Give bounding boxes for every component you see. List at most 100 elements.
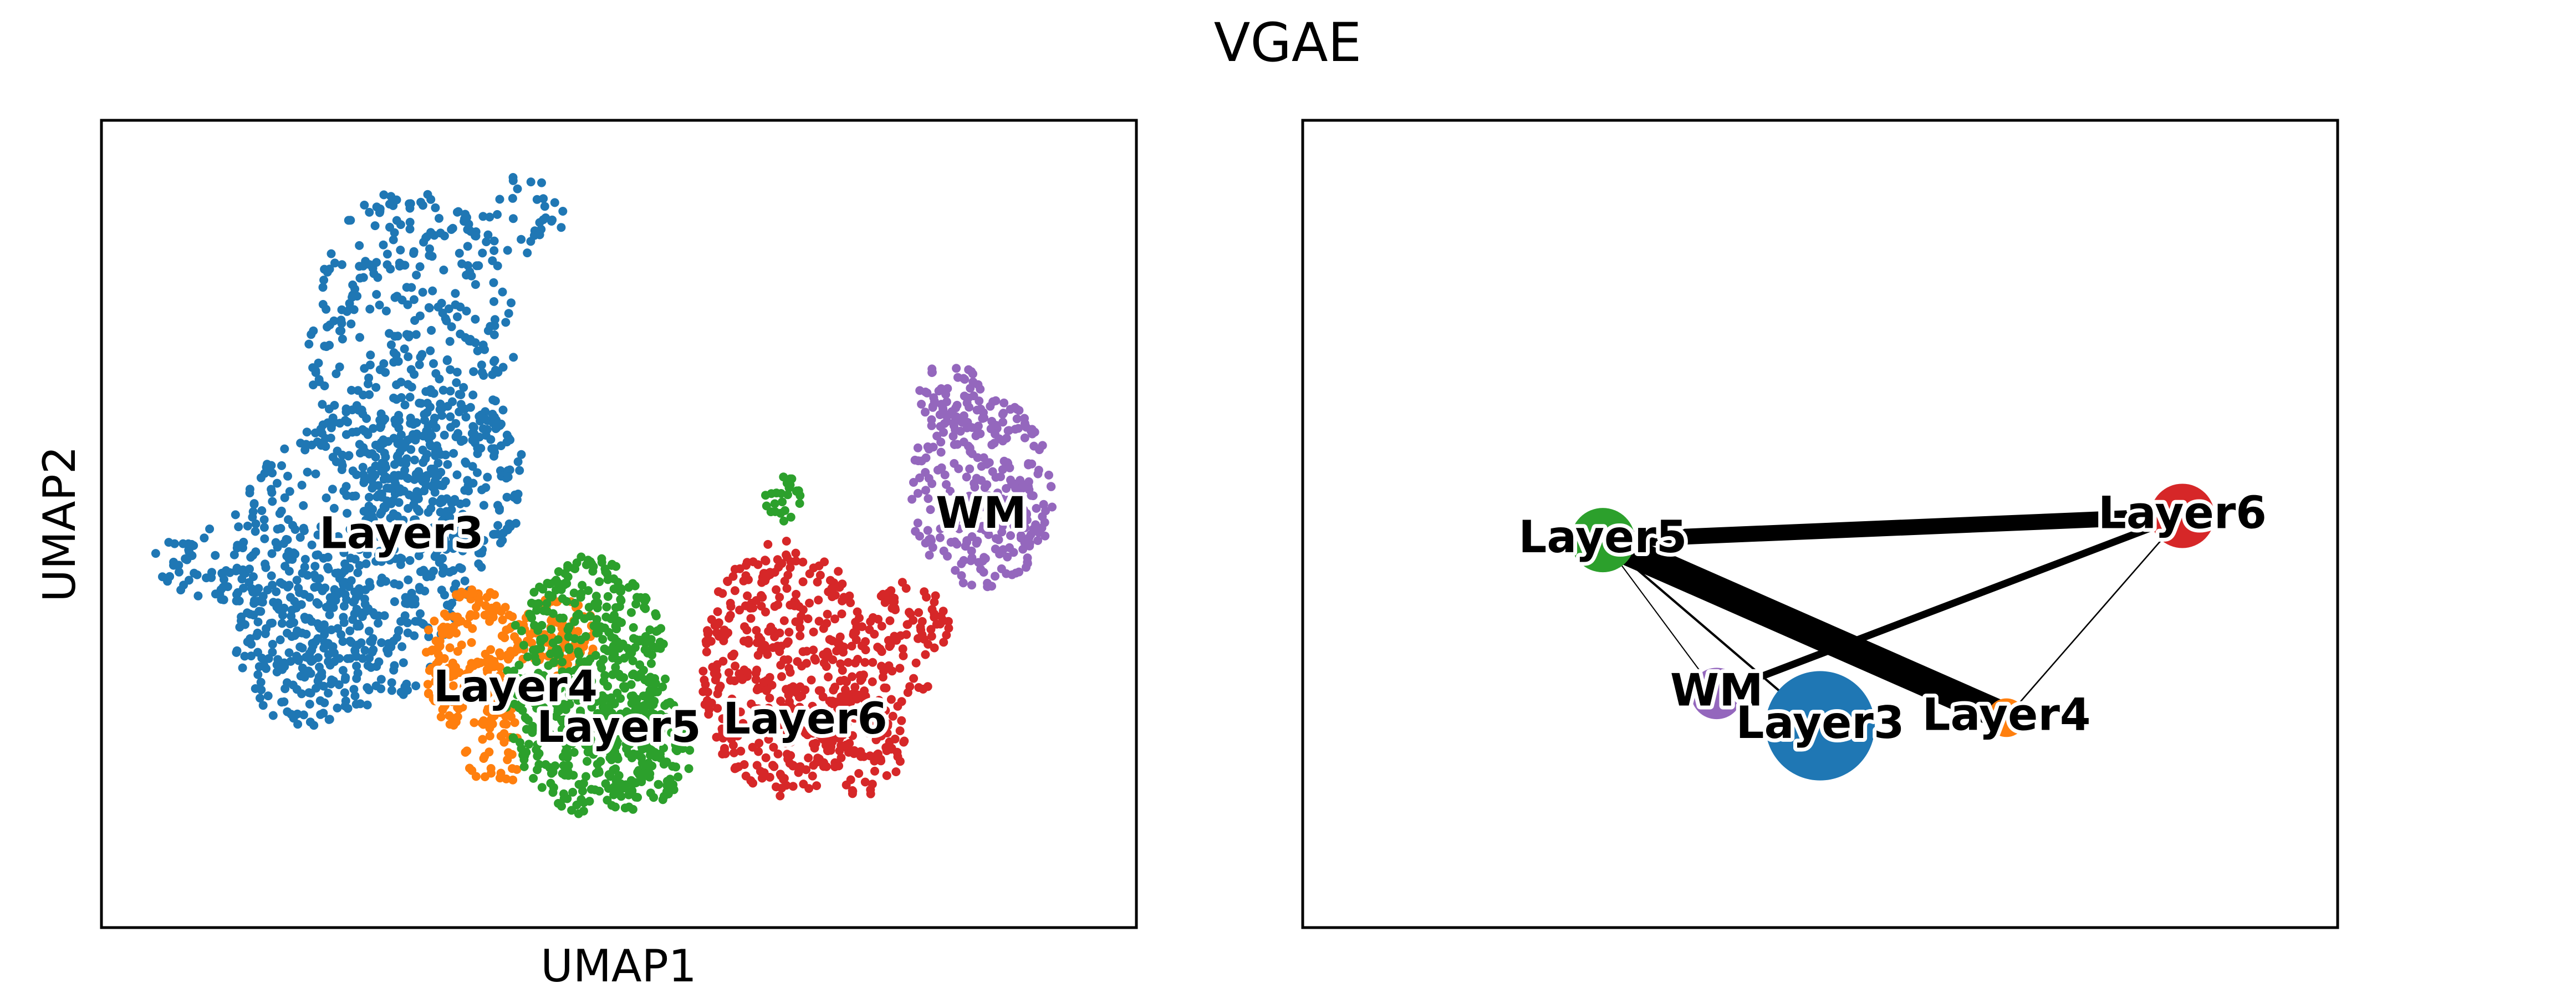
scatter-point <box>372 258 381 267</box>
scatter-point <box>998 465 1007 474</box>
scatter-point <box>279 658 289 668</box>
scatter-point <box>490 590 499 599</box>
scatter-point <box>497 607 506 616</box>
scatter-point <box>389 393 399 403</box>
scatter-point <box>158 572 167 582</box>
scatter-point <box>380 611 389 620</box>
scatter-point <box>718 727 727 737</box>
scatter-point <box>973 453 982 462</box>
scatter-point <box>262 460 272 469</box>
scatter-point <box>583 747 593 757</box>
scatter-point <box>181 554 190 563</box>
scatter-point <box>659 760 669 769</box>
scatter-point <box>478 735 487 744</box>
scatter-point <box>429 537 438 547</box>
scatter-point <box>967 546 976 556</box>
scatter-point <box>988 467 997 476</box>
scatter-point <box>355 333 364 342</box>
scatter-point <box>489 236 499 246</box>
scatter-point <box>784 628 794 637</box>
scatter-point <box>403 685 412 695</box>
scatter-point <box>300 673 309 682</box>
scatter-point <box>247 651 256 661</box>
scatter-point <box>723 707 733 716</box>
scatter-point <box>803 707 812 716</box>
scatter-point <box>924 473 934 483</box>
scatter-point <box>931 591 940 600</box>
scatter-point <box>763 539 773 549</box>
scatter-point <box>795 499 804 508</box>
scatter-point <box>613 739 622 748</box>
scatter-point <box>329 316 339 325</box>
scatter-point <box>524 684 534 693</box>
scatter-point <box>581 772 590 781</box>
scatter-point <box>948 431 958 441</box>
scatter-point <box>998 522 1007 531</box>
scatter-point <box>623 729 632 738</box>
scatter-point <box>852 694 861 704</box>
scatter-point <box>951 566 960 575</box>
scatter-point <box>243 608 252 618</box>
scatter-point <box>927 632 936 641</box>
scatter-point <box>205 525 215 533</box>
scatter-point <box>392 195 401 205</box>
scatter-point <box>861 691 870 701</box>
scatter-point <box>661 674 670 684</box>
scatter-point <box>646 635 656 644</box>
scatter-point <box>860 658 870 667</box>
scatter-point <box>810 654 819 663</box>
scatter-point <box>885 616 895 625</box>
scatter-point <box>988 397 998 406</box>
scatter-point <box>713 689 722 699</box>
scatter-point <box>507 712 516 721</box>
scatter-point <box>292 651 302 661</box>
scatter-point <box>921 538 930 548</box>
series-layer5 <box>502 472 805 818</box>
scatter-point <box>837 609 846 619</box>
scatter-point <box>730 586 739 595</box>
scatter-point <box>385 200 394 209</box>
scatter-point <box>537 620 547 630</box>
scatter-point <box>331 568 340 578</box>
scatter-point <box>496 678 506 687</box>
scatter-point <box>374 619 383 628</box>
scatter-point <box>899 651 908 660</box>
scatter-point <box>519 640 528 650</box>
scatter-point <box>923 526 932 535</box>
scatter-point <box>414 617 424 626</box>
scatter-point <box>505 465 514 475</box>
scatter-point <box>429 418 438 427</box>
scatter-point <box>329 503 339 513</box>
scatter-point <box>720 744 729 753</box>
scatter-point <box>429 389 438 398</box>
scatter-point <box>457 564 466 573</box>
scatter-point <box>471 280 480 289</box>
scatter-point <box>400 471 409 480</box>
scatter-point <box>405 393 415 402</box>
scatter-point <box>529 698 539 707</box>
scatter-point <box>387 686 396 695</box>
scatter-point <box>581 684 590 693</box>
scatter-point <box>1034 528 1044 537</box>
scatter-point <box>304 339 314 349</box>
scatter-point <box>256 678 266 687</box>
scatter-point <box>839 593 849 602</box>
scatter-point <box>539 194 548 203</box>
scatter-point <box>404 575 413 584</box>
scatter-point <box>292 576 302 585</box>
scatter-point <box>422 408 432 417</box>
scatter-point <box>267 571 276 581</box>
scatter-point <box>576 707 585 717</box>
scatter-point <box>374 657 384 666</box>
scatter-point <box>998 410 1007 419</box>
scatter-point <box>909 674 919 683</box>
scatter-point <box>301 615 310 624</box>
scatter-point <box>513 457 523 466</box>
scatter-point <box>973 536 982 546</box>
scatter-point <box>479 501 488 510</box>
scatter-point <box>555 684 565 693</box>
scatter-point <box>363 549 372 559</box>
scatter-point <box>602 737 611 746</box>
scatter-point <box>322 342 331 352</box>
